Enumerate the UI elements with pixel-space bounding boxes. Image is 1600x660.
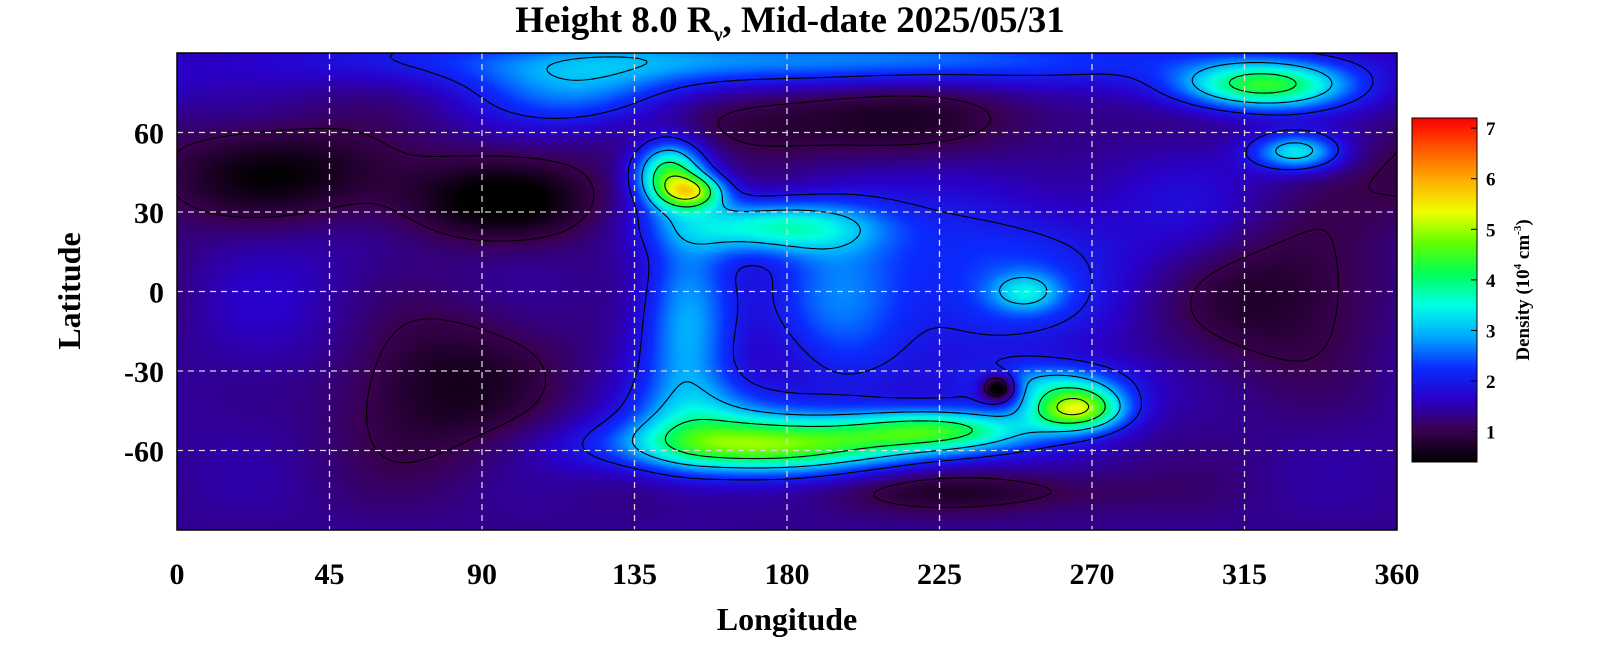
colorbar-ticks: 1 2 3 4 5 6 7 [1471, 119, 1496, 444]
colorbar-label-sup2: -3 [1512, 225, 1524, 235]
y-tick-label: -30 [124, 356, 164, 389]
title-prefix: Height 8.0 R [515, 0, 715, 41]
title-subscript: ν [713, 24, 723, 46]
x-tick-label: 90 [467, 558, 497, 591]
colorbar-tick-label: 6 [1486, 170, 1496, 191]
y-tick-label: 0 [149, 277, 164, 310]
x-axis-label: Longitude [717, 601, 857, 637]
colorbar-label-mid: cm [1513, 235, 1534, 264]
contour-line [652, 73, 1297, 460]
contour-lines [176, 52, 1398, 508]
x-tick-label: 270 [1070, 558, 1115, 591]
colorbar-label-post: ) [1513, 219, 1534, 225]
colorbar-tick-label: 4 [1486, 271, 1496, 292]
x-tick-labels: 0 45 90 135 180 225 270 315 360 [170, 558, 1420, 591]
plot-frame [176, 52, 1398, 531]
colorbar-tick-label: 1 [1486, 423, 1496, 444]
x-tick-label: 360 [1375, 558, 1420, 591]
x-tick-label: 315 [1222, 558, 1267, 591]
contour-line [546, 56, 1333, 469]
chart-title: Height 8.0 Rν, Mid-date 2025/05/31 [515, 0, 1065, 46]
title-suffix: , Mid-date 2025/05/31 [723, 0, 1065, 41]
contour-line [389, 52, 1374, 481]
y-tick-label: 30 [134, 197, 164, 230]
y-tick-label: -60 [124, 436, 164, 469]
grid-lines [177, 53, 1397, 530]
x-tick-label: 135 [612, 558, 657, 591]
y-tick-label: 60 [134, 118, 164, 151]
colorbar-tick-label: 7 [1486, 119, 1496, 140]
contour-line [176, 95, 1398, 508]
colorbar-tick-label: 5 [1486, 220, 1496, 241]
x-tick-label: 180 [765, 558, 810, 591]
colorbar-frame [1411, 117, 1478, 463]
colorbar-tick-label: 2 [1486, 372, 1496, 393]
colorbar-label-pre: Density (10 [1513, 269, 1534, 360]
colorbar-label-sup1: 4 [1512, 263, 1524, 269]
x-tick-label: 225 [917, 558, 962, 591]
colorbar-tick-label: 3 [1486, 321, 1496, 342]
y-tick-labels: 60 30 0 -30 -60 [124, 118, 164, 469]
y-axis-label: Latitude [51, 232, 87, 349]
colorbar-label: Density (104 cm-3) [1512, 219, 1534, 360]
colorbar [1412, 118, 1477, 462]
contour-line [664, 175, 1090, 416]
x-tick-label: 0 [170, 558, 185, 591]
x-tick-label: 45 [315, 558, 345, 591]
